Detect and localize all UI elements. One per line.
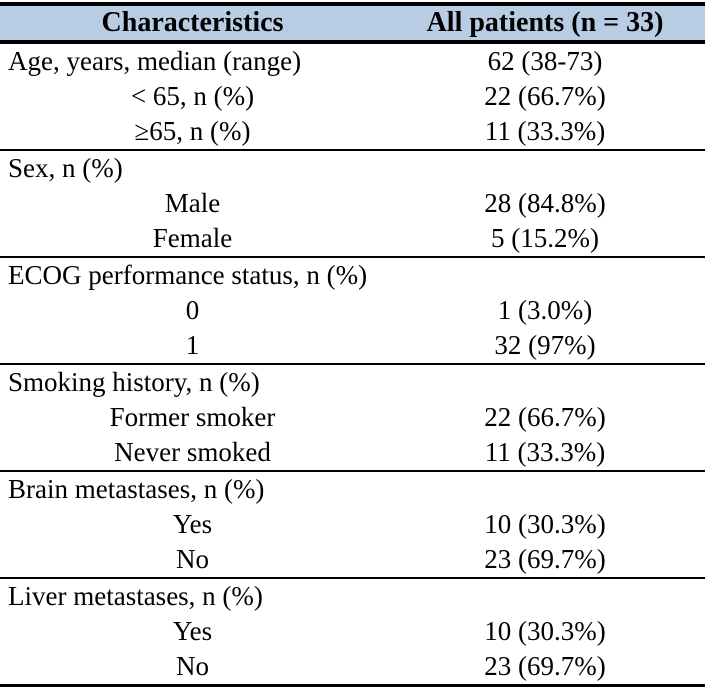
row-value [385,256,705,293]
table-row: ≥65, n (%) 11 (33.3%) [0,114,705,150]
row-label: Liver metastases, n (%) [0,577,385,614]
row-label: 1 [185,330,200,360]
row-label: Brain metastases, n (%) [0,470,385,507]
table-row: Smoking history, n (%) [0,363,705,400]
row-label: ≥65, n (%) [134,116,251,146]
row-value: 11 (33.3%) [484,116,606,146]
row-label: Male [164,188,221,218]
row-value: 11 (33.3%) [484,437,606,467]
table-row: Female 5 (15.2%) [0,221,705,257]
row-label: Age, years, median (range) [8,46,302,76]
table-row: Never smoked 11 (33.3%) [0,435,705,471]
row-value: 22 (66.7%) [484,81,606,111]
table-row: Sex, n (%) [0,149,705,186]
table-row: Yes 10 (30.3%) [0,614,705,649]
table-row: < 65, n (%) 22 (66.7%) [0,79,705,114]
col-header-characteristics: Characteristics [0,4,385,44]
row-label: 0 [185,295,200,325]
col-header-all-patients: All patients (n = 33) [385,4,705,44]
row-value: 32 (97%) [494,330,596,360]
row-value [385,149,705,186]
row-label: Former smoker [109,402,276,432]
table-row: 0 1 (3.0%) [0,293,705,328]
row-value [385,363,705,400]
row-label: Sex, n (%) [0,149,385,186]
row-label: No [176,544,209,574]
row-value: 22 (66.7%) [484,402,606,432]
row-value: 62 (38-73) [487,46,603,76]
row-label: No [176,651,209,681]
table-row: Brain metastases, n (%) [0,470,705,507]
row-value: 10 (30.3%) [484,509,606,539]
table-row: Former smoker 22 (66.7%) [0,400,705,435]
row-value: 23 (69.7%) [484,651,606,681]
row-value: 28 (84.8%) [484,188,606,218]
row-label: Yes [172,616,213,646]
table-row: 1 32 (97%) [0,328,705,364]
table-row: Male 28 (84.8%) [0,186,705,221]
row-label: ECOG performance status, n (%) [0,256,385,293]
row-value [385,470,705,507]
row-value [385,577,705,614]
row-label: Yes [172,509,213,539]
row-value: 23 (69.7%) [484,544,606,574]
table-row: ECOG performance status, n (%) [0,256,705,293]
table-row: Liver metastases, n (%) [0,577,705,614]
row-label: < 65, n (%) [130,81,255,111]
row-value: 1 (3.0%) [497,295,593,325]
table-row: Age, years, median (range) 62 (38-73) [0,42,705,79]
table-row: Yes 10 (30.3%) [0,507,705,542]
row-label: Female [152,223,233,253]
row-label: Smoking history, n (%) [0,363,385,400]
row-value: 10 (30.3%) [484,616,606,646]
row-label: Never smoked [114,437,271,467]
row-value: 5 (15.2%) [491,223,599,253]
header-row: Characteristics All patients (n = 33) [0,4,705,44]
table-row: No 23 (69.7%) [0,649,705,686]
table-body: Age, years, median (range) 62 (38-73) < 65… [0,42,705,686]
table-row: No 23 (69.7%) [0,542,705,578]
